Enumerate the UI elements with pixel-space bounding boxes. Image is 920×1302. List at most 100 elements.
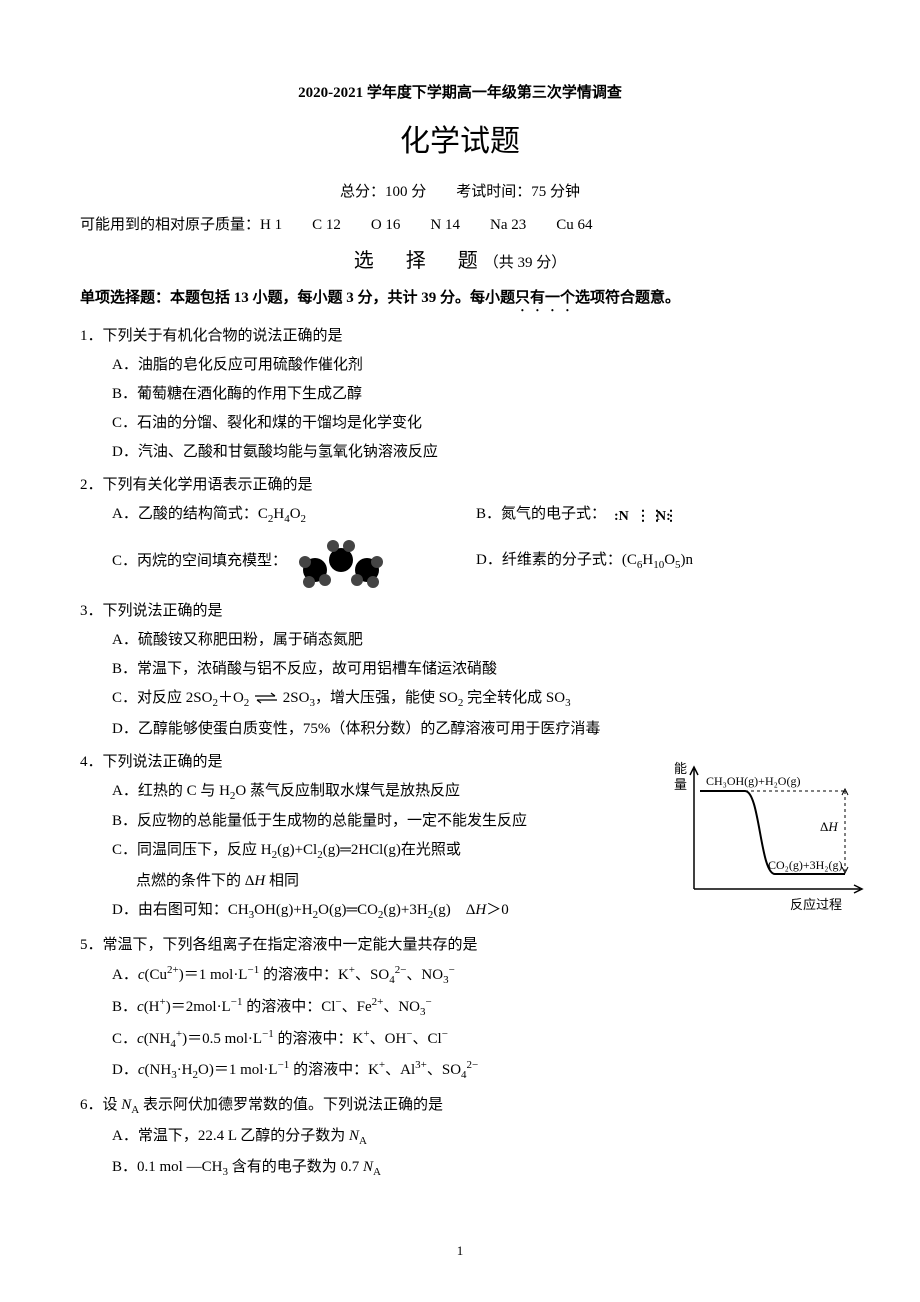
q5b-m1: (H [144, 999, 160, 1015]
question-2: 2．下列有关化学用语表示正确的是 A．乙酸的结构简式：C2H4O2 B．氮气的电… [80, 472, 840, 592]
q2d-s2: 10 [653, 559, 664, 571]
reversible-arrow-icon [253, 692, 279, 704]
q3c-m2: 2SO [283, 690, 310, 706]
q5d-c: c [138, 1062, 145, 1078]
q3-stem: 3．下列说法正确的是 [80, 598, 840, 625]
q4d-m4: (g) Δ [433, 902, 475, 918]
q5b-pre: B． [112, 999, 137, 1015]
q5a-su1: 2+ [167, 964, 179, 976]
q5b-m4: 、NO [383, 999, 420, 1015]
q2-opt-c: C．丙烷的空间填充模型： [112, 532, 476, 592]
svg-text:N:: N: [656, 509, 671, 524]
chart-xlabel: 反应过程 [790, 897, 842, 912]
q6b-m1: 含有的电子数为 0.7 [228, 1159, 363, 1175]
q5c-m1: (NH [144, 1031, 171, 1047]
q5b-post: 的溶液中：Cl [242, 999, 335, 1015]
nitrogen-lewis-icon: :N ⋮⋮⋮ N: [614, 506, 676, 524]
q5-opt-a: A．c(Cu2+)＝1 mol·L−1 的溶液中：K+、SO42−、NO3− [80, 961, 840, 991]
section-sub: （共 39 分） [484, 255, 567, 271]
q3c-end: 完全转化成 SO [463, 690, 565, 706]
q4d-m2: O(g)═CO [318, 902, 378, 918]
q3-opt-a: A．硫酸铵又称肥田粉，属于硝态氮肥 [80, 627, 840, 654]
q4d-pre: D．由右图可知：CH [112, 902, 249, 918]
q5c-m3: 、OH [370, 1031, 407, 1047]
q6b-N: N [363, 1159, 373, 1175]
q5b-su2: −1 [231, 996, 243, 1008]
q5d-m4: 、Al [385, 1062, 415, 1078]
q1-opt-c: C．石油的分馏、裂化和煤的干馏均是化学变化 [80, 410, 840, 437]
q2c-text: C．丙烷的空间填充模型： [112, 548, 287, 575]
svg-text::N: :N [614, 509, 629, 524]
q3c-pre: C．对反应 2SO [112, 690, 212, 706]
chart-top-label: CH₃OH(g)+H₂O(g) [706, 774, 800, 788]
q5a-pre: A． [112, 967, 138, 983]
q6-opt-b: B．0.1 mol —CH3 含有的电子数为 0.7 NA [80, 1154, 840, 1183]
q5b-su4: 2+ [372, 996, 384, 1008]
q5b-m3: 、Fe [342, 999, 372, 1015]
q6a-N: N [349, 1128, 359, 1144]
q5c-c: c [137, 1031, 144, 1047]
q5d-pre: D． [112, 1062, 138, 1078]
q3-opt-d: D．乙醇能够使蛋白质变性，75%（体积分数）的乙醇溶液可用于医疗消毒 [80, 716, 840, 743]
q4a-post: O 蒸气反应制取水煤气是放热反应 [235, 783, 460, 799]
q5d-post: 的溶液中：K [289, 1062, 379, 1078]
q5d-m3: O)＝1 mol·L [198, 1062, 278, 1078]
q1-opt-a: A．油脂的皂化反应可用硫酸作催化剂 [80, 352, 840, 379]
q2d-pre: D．纤维素的分子式：(C [476, 552, 637, 568]
score-time: 总分：100 分 考试时间：75 分钟 [80, 179, 840, 206]
question-4: 4．下列说法正确的是 A．红热的 C 与 H2O 蒸气反应制取水煤气是放热反应 … [80, 749, 840, 926]
question-6: 6．设 NA 表示阿伏加德罗常数的值。下列说法正确的是 A．常温下，22.4 L… [80, 1092, 840, 1182]
q2-stem: 2．下列有关化学用语表示正确的是 [80, 472, 840, 499]
q5-opt-b: B．c(H+)＝2mol·L−1 的溶液中：Cl−、Fe2+、NO3− [80, 993, 840, 1023]
question-5: 5．常温下，下列各组离子在指定溶液中一定能大量共存的是 A．c(Cu2+)＝1 … [80, 932, 840, 1086]
q6a-sub: A [359, 1135, 367, 1147]
exam-header: 2020-2021 学年度下学期高一年级第三次学情调查 [80, 80, 840, 107]
instruction: 单项选择题：本题包括 13 小题，每小题 3 分，共计 39 分。每小题只有一个… [80, 285, 840, 315]
chart-ylabel-2: 量 [674, 777, 687, 792]
q5b-m2: )＝2mol·L [166, 999, 231, 1015]
q6b-sub: A [373, 1166, 381, 1178]
q3c-post: ，增大压强，能使 SO [315, 690, 458, 706]
energy-diagram-chart: 能 量 CH₃OH(g)+H₂O(g) ΔH CO₂(g)+3H₂(g) 反应过… [670, 759, 870, 919]
q4d-m1: OH(g)+H [254, 902, 312, 918]
q6b-pre: B．0.1 mol —CH [112, 1159, 222, 1175]
q6a-pre: A．常温下，22.4 L 乙醇的分子数为 [112, 1128, 349, 1144]
q5a-su2: −1 [247, 964, 259, 976]
q4c-m1: (g)+Cl [277, 842, 317, 858]
chart-bottom-label: CO₂(g)+3H₂(g) [768, 858, 842, 872]
q5d-m5: 、SO [427, 1062, 461, 1078]
q5a-m4: 、NO [406, 967, 443, 983]
chart-delta-h: ΔH [820, 819, 838, 834]
q3c-s5: 3 [565, 697, 571, 709]
question-3: 3．下列说法正确的是 A．硫酸铵又称肥田粉，属于硝态氮肥 B．常温下，浓硝酸与铝… [80, 598, 840, 743]
q5d-m2: ·H [177, 1062, 193, 1078]
q5a-m3: 、SO [355, 967, 389, 983]
q2a-m1: H [273, 506, 284, 522]
q4a-pre: A．红热的 C 与 H [112, 783, 230, 799]
q6-opt-a: A．常温下，22.4 L 乙醇的分子数为 NA [80, 1123, 840, 1152]
q2a-s3: 2 [301, 513, 307, 525]
section-main: 选 择 题 [354, 250, 484, 272]
q4d-H: H [475, 902, 486, 918]
q3-opt-b: B．常温下，浓硝酸与铝不反应，故可用铝槽车储运浓硝酸 [80, 656, 840, 683]
q2-opt-b: B．氮气的电子式： :N ⋮⋮⋮ N: [476, 501, 840, 530]
q4c-m2: (g)═2HCl(g)在光照或 [323, 842, 461, 858]
q2b-text: B．氮气的电子式： [476, 506, 606, 522]
q2a-pre: A．乙酸的结构简式：C [112, 506, 268, 522]
q4c-pre: C．同温同压下，反应 H [112, 842, 272, 858]
q2d-post: )n [681, 552, 694, 568]
q1-opt-b: B．葡萄糖在酒化酶的作用下生成乙醇 [80, 381, 840, 408]
page-number: 1 [457, 1239, 464, 1262]
q3c-s2: 2 [244, 697, 250, 709]
q5-stem: 5．常温下，下列各组离子在指定溶液中一定能大量共存的是 [80, 932, 840, 959]
q5b-su5: − [426, 996, 432, 1008]
q5d-su4: 2− [467, 1059, 479, 1071]
q1-opt-d: D．汽油、乙酸和甘氨酸均能与氢氧化钠溶液反应 [80, 439, 840, 466]
q5a-post: 的溶液中：K [259, 967, 349, 983]
q5c-pre: C． [112, 1031, 137, 1047]
q5b-c: c [137, 999, 144, 1015]
q4d-end: ＞0 [486, 902, 509, 918]
propane-model-icon [291, 532, 391, 592]
section-title: 选 择 题（共 39 分） [80, 243, 840, 279]
q6-stem-pre: 6．设 [80, 1097, 121, 1113]
